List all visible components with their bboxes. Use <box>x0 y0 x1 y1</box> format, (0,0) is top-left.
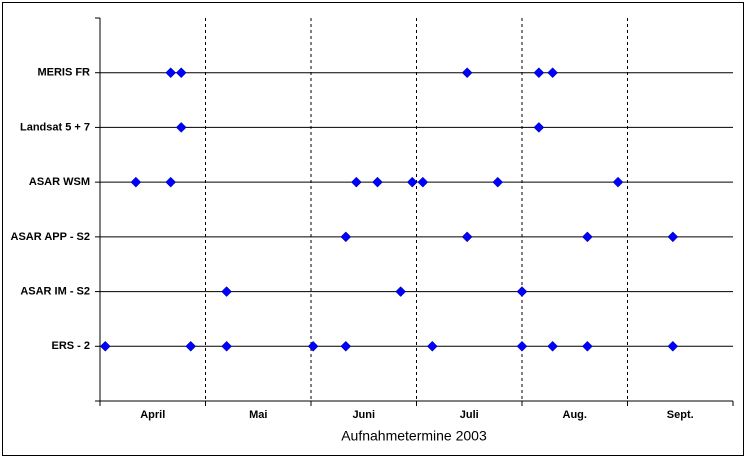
point <box>667 231 679 243</box>
point <box>351 176 362 188</box>
point <box>492 176 504 188</box>
x-axis-title: Aufnahmetermine 2003 <box>341 428 487 444</box>
point <box>547 340 558 352</box>
point <box>395 286 407 297</box>
point <box>417 176 429 188</box>
point <box>547 67 558 79</box>
point <box>516 340 528 352</box>
point <box>99 340 111 352</box>
point <box>667 340 679 352</box>
point <box>372 176 383 188</box>
y-tick-label: MERIS FR <box>37 67 90 79</box>
point <box>221 340 232 352</box>
x-tick-label: Mai <box>249 409 267 421</box>
y-tick-label: ASAR WSM <box>29 176 90 188</box>
point <box>185 340 197 352</box>
point <box>582 340 593 352</box>
point <box>461 231 473 243</box>
point <box>461 67 473 79</box>
point <box>533 67 545 79</box>
point <box>307 340 319 352</box>
y-tick-label: Landsat 5 + 7 <box>20 121 90 133</box>
point <box>340 231 352 243</box>
point <box>612 176 624 188</box>
x-tick-label: Juni <box>352 409 375 421</box>
x-tick-label: April <box>140 409 165 421</box>
x-tick-label: Sept. <box>667 409 694 421</box>
point <box>516 286 528 297</box>
point <box>175 67 187 79</box>
point <box>130 176 142 188</box>
point <box>165 67 177 79</box>
point <box>533 122 545 133</box>
point <box>582 231 593 243</box>
point <box>406 176 418 188</box>
point <box>426 340 438 352</box>
point <box>175 122 187 133</box>
y-tick-label: ASAR IM - S2 <box>20 285 90 297</box>
x-tick-label: Juli <box>460 409 479 421</box>
x-tick-label: Aug. <box>563 409 587 421</box>
point <box>340 340 352 352</box>
y-tick-label: ERS - 2 <box>51 340 90 352</box>
point <box>165 176 177 188</box>
y-tick-label: ASAR APP - S2 <box>11 231 90 243</box>
point <box>221 286 232 297</box>
